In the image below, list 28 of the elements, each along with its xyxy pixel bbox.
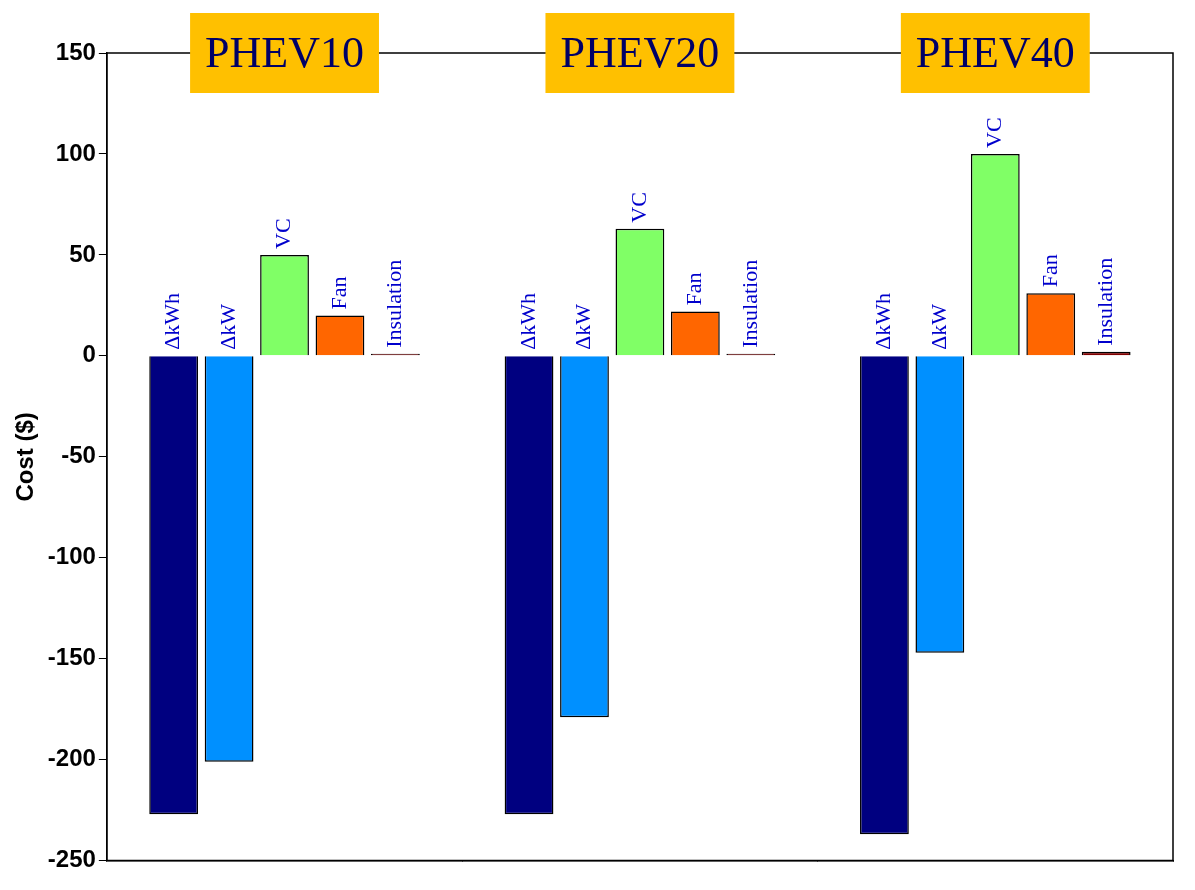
text: ΔkW bbox=[925, 303, 951, 350]
y-tick-label: -150 bbox=[47, 643, 96, 671]
y-tick-label: -50 bbox=[61, 441, 96, 469]
y-tick-label: 0 bbox=[82, 340, 96, 368]
text: VC bbox=[270, 218, 296, 249]
text: VC bbox=[625, 192, 651, 223]
y-tick-label: -250 bbox=[47, 845, 96, 873]
text: ΔkW bbox=[570, 303, 596, 350]
text: Fan bbox=[325, 276, 351, 310]
text: Fan bbox=[681, 272, 707, 306]
text: ΔkW bbox=[214, 303, 240, 350]
x-tick-label: PHEV10 bbox=[205, 27, 364, 77]
y-tick-label: 50 bbox=[69, 239, 96, 267]
text: ΔkWh bbox=[514, 292, 540, 350]
y-tick-label: -100 bbox=[47, 542, 96, 570]
text: VC bbox=[981, 117, 1007, 148]
text: ΔkWh bbox=[870, 292, 896, 350]
text: ΔkWh bbox=[159, 292, 185, 350]
text: Insulation bbox=[381, 259, 407, 348]
y-tick-label: -200 bbox=[47, 744, 96, 772]
x-tick-label: PHEV20 bbox=[560, 27, 720, 77]
x-tick-label: PHEV40 bbox=[915, 27, 1075, 77]
text: Fan bbox=[1036, 254, 1062, 288]
y-tick-label: 150 bbox=[55, 37, 96, 65]
y-tick-label: 100 bbox=[55, 138, 96, 166]
y-axis-title: Cost ($) bbox=[11, 412, 39, 502]
text: Insulation bbox=[1091, 257, 1117, 346]
text: Insulation bbox=[736, 259, 762, 348]
